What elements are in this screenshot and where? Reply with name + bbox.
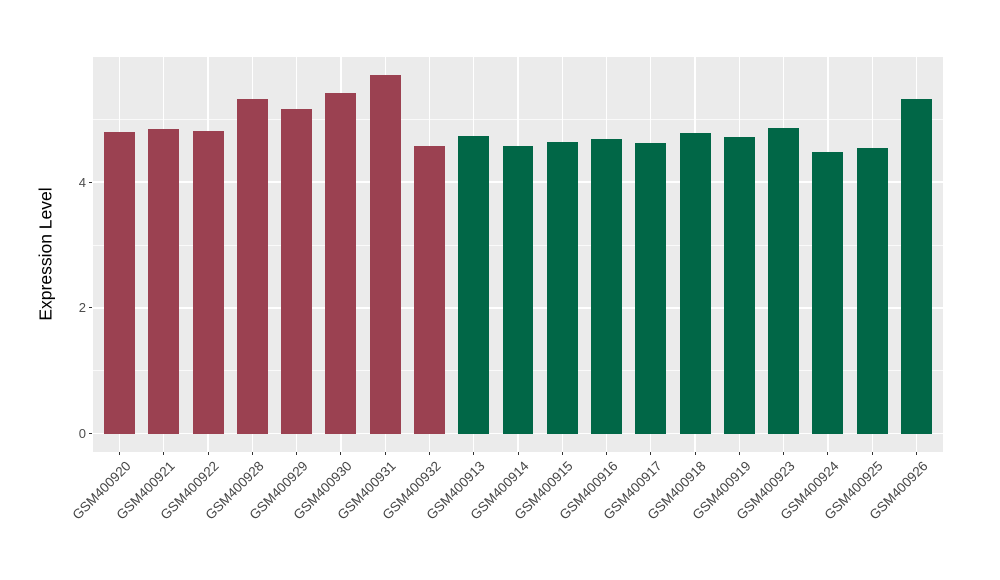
- x-tick: [517, 452, 519, 455]
- y-tick-label: 2: [78, 300, 86, 316]
- bar: [723, 136, 755, 434]
- bar: [502, 146, 534, 434]
- y-tick: [89, 181, 92, 183]
- bar: [281, 108, 313, 434]
- x-tick: [871, 452, 873, 455]
- x-tick: [827, 452, 829, 455]
- bar: [856, 147, 888, 434]
- x-tick: [650, 452, 652, 455]
- bar: [768, 128, 800, 434]
- bar: [148, 129, 180, 434]
- bar: [900, 98, 932, 434]
- bar: [546, 141, 578, 434]
- x-tick: [783, 452, 785, 455]
- x-tick: [428, 452, 430, 455]
- bar: [236, 98, 268, 434]
- x-tick: [163, 452, 165, 455]
- y-tick: [89, 307, 92, 309]
- bar: [325, 93, 357, 434]
- bar: [635, 143, 667, 434]
- x-tick: [473, 452, 475, 455]
- bar: [812, 151, 844, 434]
- x-tick: [119, 452, 121, 455]
- x-tick: [340, 452, 342, 455]
- x-tick: [296, 452, 298, 455]
- x-tick: [561, 452, 563, 455]
- bar: [192, 131, 224, 434]
- y-tick-label: 4: [78, 174, 86, 190]
- bar: [591, 139, 623, 434]
- y-tick-label: 0: [78, 426, 86, 442]
- x-tick: [606, 452, 608, 455]
- x-tick: [384, 452, 386, 455]
- bar: [369, 74, 401, 434]
- bar: [458, 135, 490, 434]
- bar: [679, 133, 711, 434]
- plot-panel: [93, 57, 943, 452]
- bar: [413, 146, 445, 434]
- y-tick: [89, 433, 92, 435]
- x-tick: [694, 452, 696, 455]
- x-tick: [738, 452, 740, 455]
- bar: [104, 131, 136, 434]
- x-tick: [207, 452, 209, 455]
- x-tick: [915, 452, 917, 455]
- x-tick: [251, 452, 253, 455]
